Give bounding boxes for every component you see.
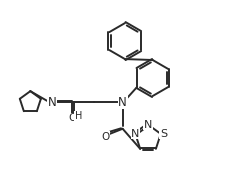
Text: O: O [68, 113, 77, 123]
Text: O: O [101, 132, 110, 142]
Text: N: N [144, 120, 152, 130]
Text: N: N [48, 96, 57, 109]
Text: N: N [131, 129, 139, 139]
Text: S: S [160, 129, 167, 139]
Text: H: H [75, 111, 82, 121]
Text: N: N [118, 96, 127, 109]
